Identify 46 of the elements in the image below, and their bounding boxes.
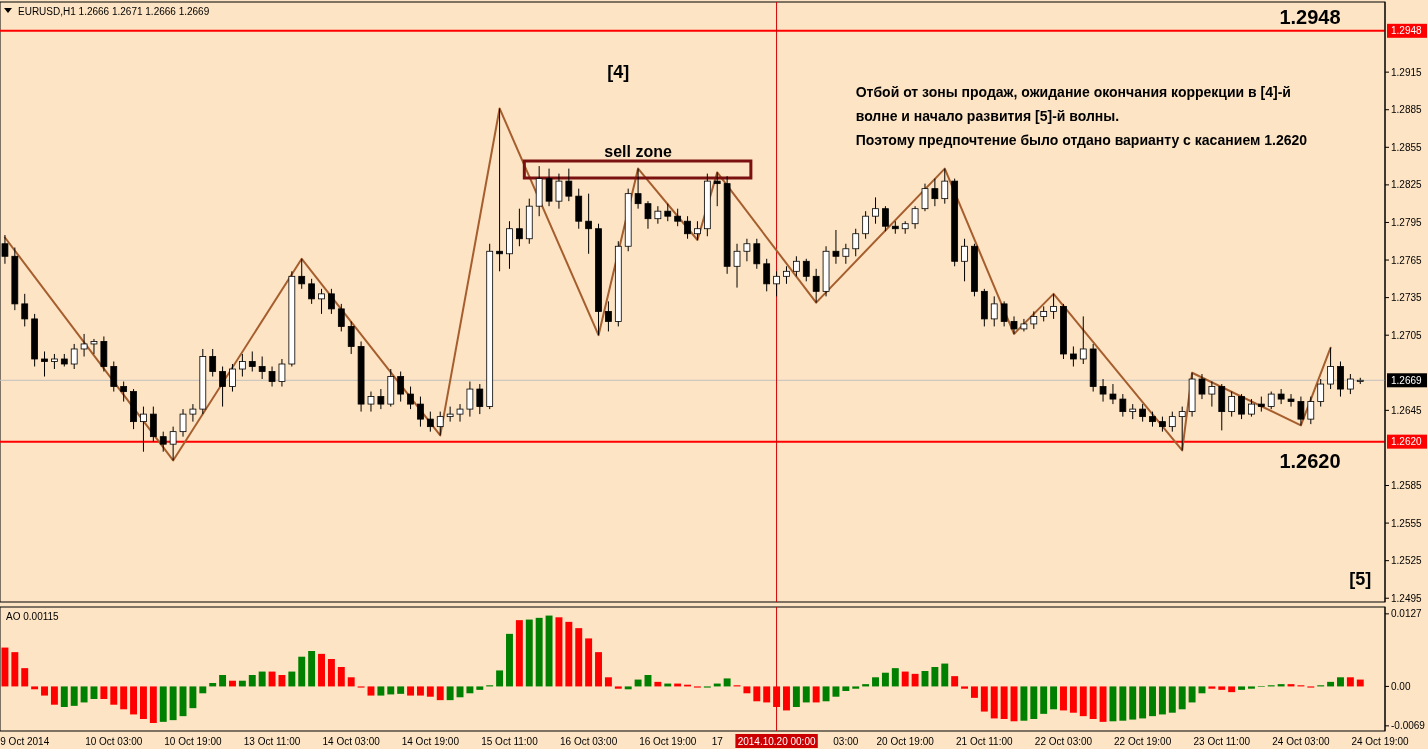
- x-tick-label: 21 Oct 11:00: [956, 736, 1014, 747]
- y-tick-label: 1.2705: [1391, 329, 1423, 341]
- annotation: 1.2620: [1279, 450, 1341, 472]
- x-tick-label: 10 Oct 03:00: [85, 736, 143, 747]
- annotation: Отбой от зоны продаж, ожидание окончания коррекции в [4]-й волне и начало развития [5]-й волны. Поэтому предпочтение было отдано варианту с касанием 1.2620: [855, 84, 1308, 148]
- y-tick-label: 1.2645: [1391, 404, 1423, 416]
- y-tick-label: 1.2555: [1391, 517, 1423, 529]
- x-tick-label: 22 Oct 03:00: [1034, 736, 1093, 747]
- x-tick-label: 14 Oct 03:00: [322, 736, 381, 747]
- x-tick-label: 24 Oct 03:00: [1272, 736, 1330, 747]
- ref-line-label: 1.2669: [1391, 374, 1423, 386]
- y-tick-label: 1.2585: [1391, 480, 1423, 492]
- x-tick-label: 2014.10.20 00:00: [737, 736, 816, 747]
- y-tick-label: 1.2825: [1391, 179, 1423, 191]
- annotation: sell zone: [604, 143, 672, 160]
- annotation: [5]: [1349, 569, 1372, 589]
- x-tick-label: 16 Oct 03:00: [559, 736, 618, 747]
- x-tick-label: 23 Oct 11:00: [1193, 736, 1251, 747]
- y-tick-label: 1.2735: [1391, 292, 1423, 304]
- y-tick-label: 1.2795: [1391, 216, 1423, 228]
- annotation: [4]: [607, 62, 630, 82]
- x-tick-label: 14 Oct 19:00: [401, 736, 460, 747]
- x-tick-label: 9 Oct 2014: [0, 736, 50, 747]
- y-tick-label: 1.2885: [1391, 104, 1423, 116]
- y-tick-label: 1.2765: [1391, 254, 1423, 266]
- x-tick-label: 13 Oct 11:00: [243, 736, 301, 747]
- y-tick-label: 1.2525: [1391, 555, 1423, 567]
- chart-title: AO 0.00115: [6, 611, 60, 622]
- y-tick-label: 1.2915: [1391, 66, 1423, 78]
- y-tick-label: 1.2495: [1391, 592, 1423, 604]
- x-tick-label: 15 Oct 11:00: [481, 736, 539, 747]
- x-tick-label: 03:00: [833, 736, 859, 747]
- x-tick-label: 24 Oct 19:00: [1351, 736, 1410, 747]
- y-tick-label: 1.2855: [1391, 141, 1423, 153]
- y-tick-label: -0.0069: [1391, 720, 1426, 732]
- chart-title: EURUSD,H1 1.2666 1.2671 1.2666 1.2669: [18, 6, 210, 17]
- x-tick-label: 17: [711, 736, 724, 747]
- y-tick-label: 0.0127: [1391, 608, 1423, 620]
- x-tick-label: 16 Oct 19:00: [639, 736, 697, 747]
- ref-line-label: 1.2620: [1391, 436, 1423, 448]
- annotation: 1.2948: [1279, 6, 1341, 28]
- y-tick-label: 0.00: [1391, 680, 1411, 692]
- ref-line-label: 1.2948: [1391, 25, 1423, 37]
- x-tick-label: 22 Oct 19:00: [1113, 736, 1172, 747]
- x-tick-label: 10 Oct 19:00: [164, 736, 222, 747]
- x-tick-label: 20 Oct 19:00: [876, 736, 935, 747]
